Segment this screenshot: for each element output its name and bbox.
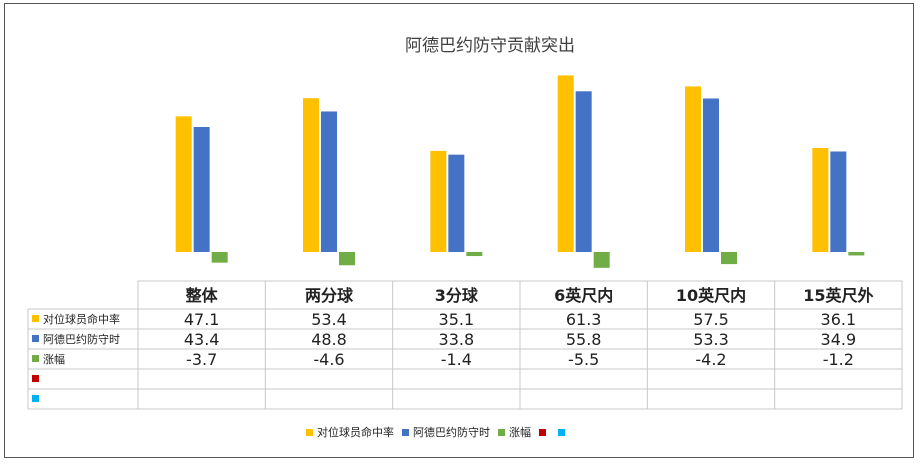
bar-阿德巴约防守时-10英尺内 xyxy=(703,98,719,252)
category-label: 整体 xyxy=(185,286,219,305)
data-label: 47.1 xyxy=(184,310,220,329)
data-label: -5.5 xyxy=(568,350,599,369)
data-label: 33.8 xyxy=(439,330,475,349)
bar-对位球员命中率-10英尺内 xyxy=(685,86,701,253)
data-label: -4.2 xyxy=(695,350,726,369)
category-label: 两分球 xyxy=(305,286,354,305)
data-label: 57.5 xyxy=(693,310,729,329)
chart-title: 阿德巴约防守贡献突出 xyxy=(405,36,575,56)
legend-key xyxy=(539,429,546,436)
legend-label: 对位球员命中率 xyxy=(317,425,394,439)
bar-阿德巴约防守时-整体 xyxy=(193,127,210,252)
data-label: -1.2 xyxy=(823,350,854,369)
bar-对位球员命中率-整体 xyxy=(175,116,192,253)
data-label: 35.1 xyxy=(439,310,475,329)
category-label: 15英尺外 xyxy=(803,286,873,305)
row-series-label: 对位球员命中率 xyxy=(43,312,120,326)
bar-涨幅-整体 xyxy=(211,252,228,263)
row-series-label: 涨幅 xyxy=(43,353,65,366)
row-legend-key xyxy=(32,335,39,342)
bar-阿德巴约防守时-3分球 xyxy=(448,154,465,252)
row-legend-key xyxy=(32,315,39,322)
row-legend-key xyxy=(32,355,39,362)
row-legend-key xyxy=(32,395,39,402)
data-label: -3.7 xyxy=(186,350,217,369)
bar-对位球员命中率-15英尺外 xyxy=(812,148,829,252)
bar-涨幅-3分球 xyxy=(466,252,483,257)
data-label: 43.4 xyxy=(184,330,220,349)
legend-label: 阿德巴约防守时 xyxy=(413,425,490,439)
data-label: 36.1 xyxy=(821,310,857,329)
legend-key xyxy=(306,429,313,436)
bar-阿德巴约防守时-两分球 xyxy=(321,111,337,253)
bar-阿德巴约防守时-6英尺内 xyxy=(575,91,592,253)
data-label: 34.9 xyxy=(821,330,857,349)
data-label: 53.4 xyxy=(311,310,347,329)
legend: 对位球员命中率 阿德巴约防守时 涨幅 xyxy=(306,425,565,439)
data-label: 61.3 xyxy=(566,310,602,329)
category-label: 10英尺内 xyxy=(676,286,746,305)
bar-对位球员命中率-6英尺内 xyxy=(557,75,574,253)
bars-layer xyxy=(175,75,865,268)
data-label: 53.3 xyxy=(693,330,729,349)
legend-key xyxy=(558,429,565,436)
data-label: 48.8 xyxy=(311,330,347,349)
bar-涨幅-两分球 xyxy=(339,252,355,266)
legend-label: 涨幅 xyxy=(509,426,531,439)
data-label: 55.8 xyxy=(566,330,602,349)
category-label: 3分球 xyxy=(435,286,479,305)
bar-涨幅-15英尺外 xyxy=(848,252,865,256)
category-label: 6英尺内 xyxy=(554,286,613,305)
row-legend-key xyxy=(32,375,39,382)
bar-涨幅-10英尺内 xyxy=(721,252,737,265)
legend-key xyxy=(402,429,409,436)
data-label: -1.4 xyxy=(441,350,472,369)
bar-涨幅-6英尺内 xyxy=(593,252,610,268)
bar-阿德巴约防守时-15英尺外 xyxy=(830,151,847,252)
bar-对位球员命中率-3分球 xyxy=(430,150,447,252)
legend-key xyxy=(498,429,505,436)
bar-对位球员命中率-两分球 xyxy=(303,98,319,252)
row-series-label: 阿德巴约防守时 xyxy=(43,332,120,346)
data-label: -4.6 xyxy=(313,350,344,369)
